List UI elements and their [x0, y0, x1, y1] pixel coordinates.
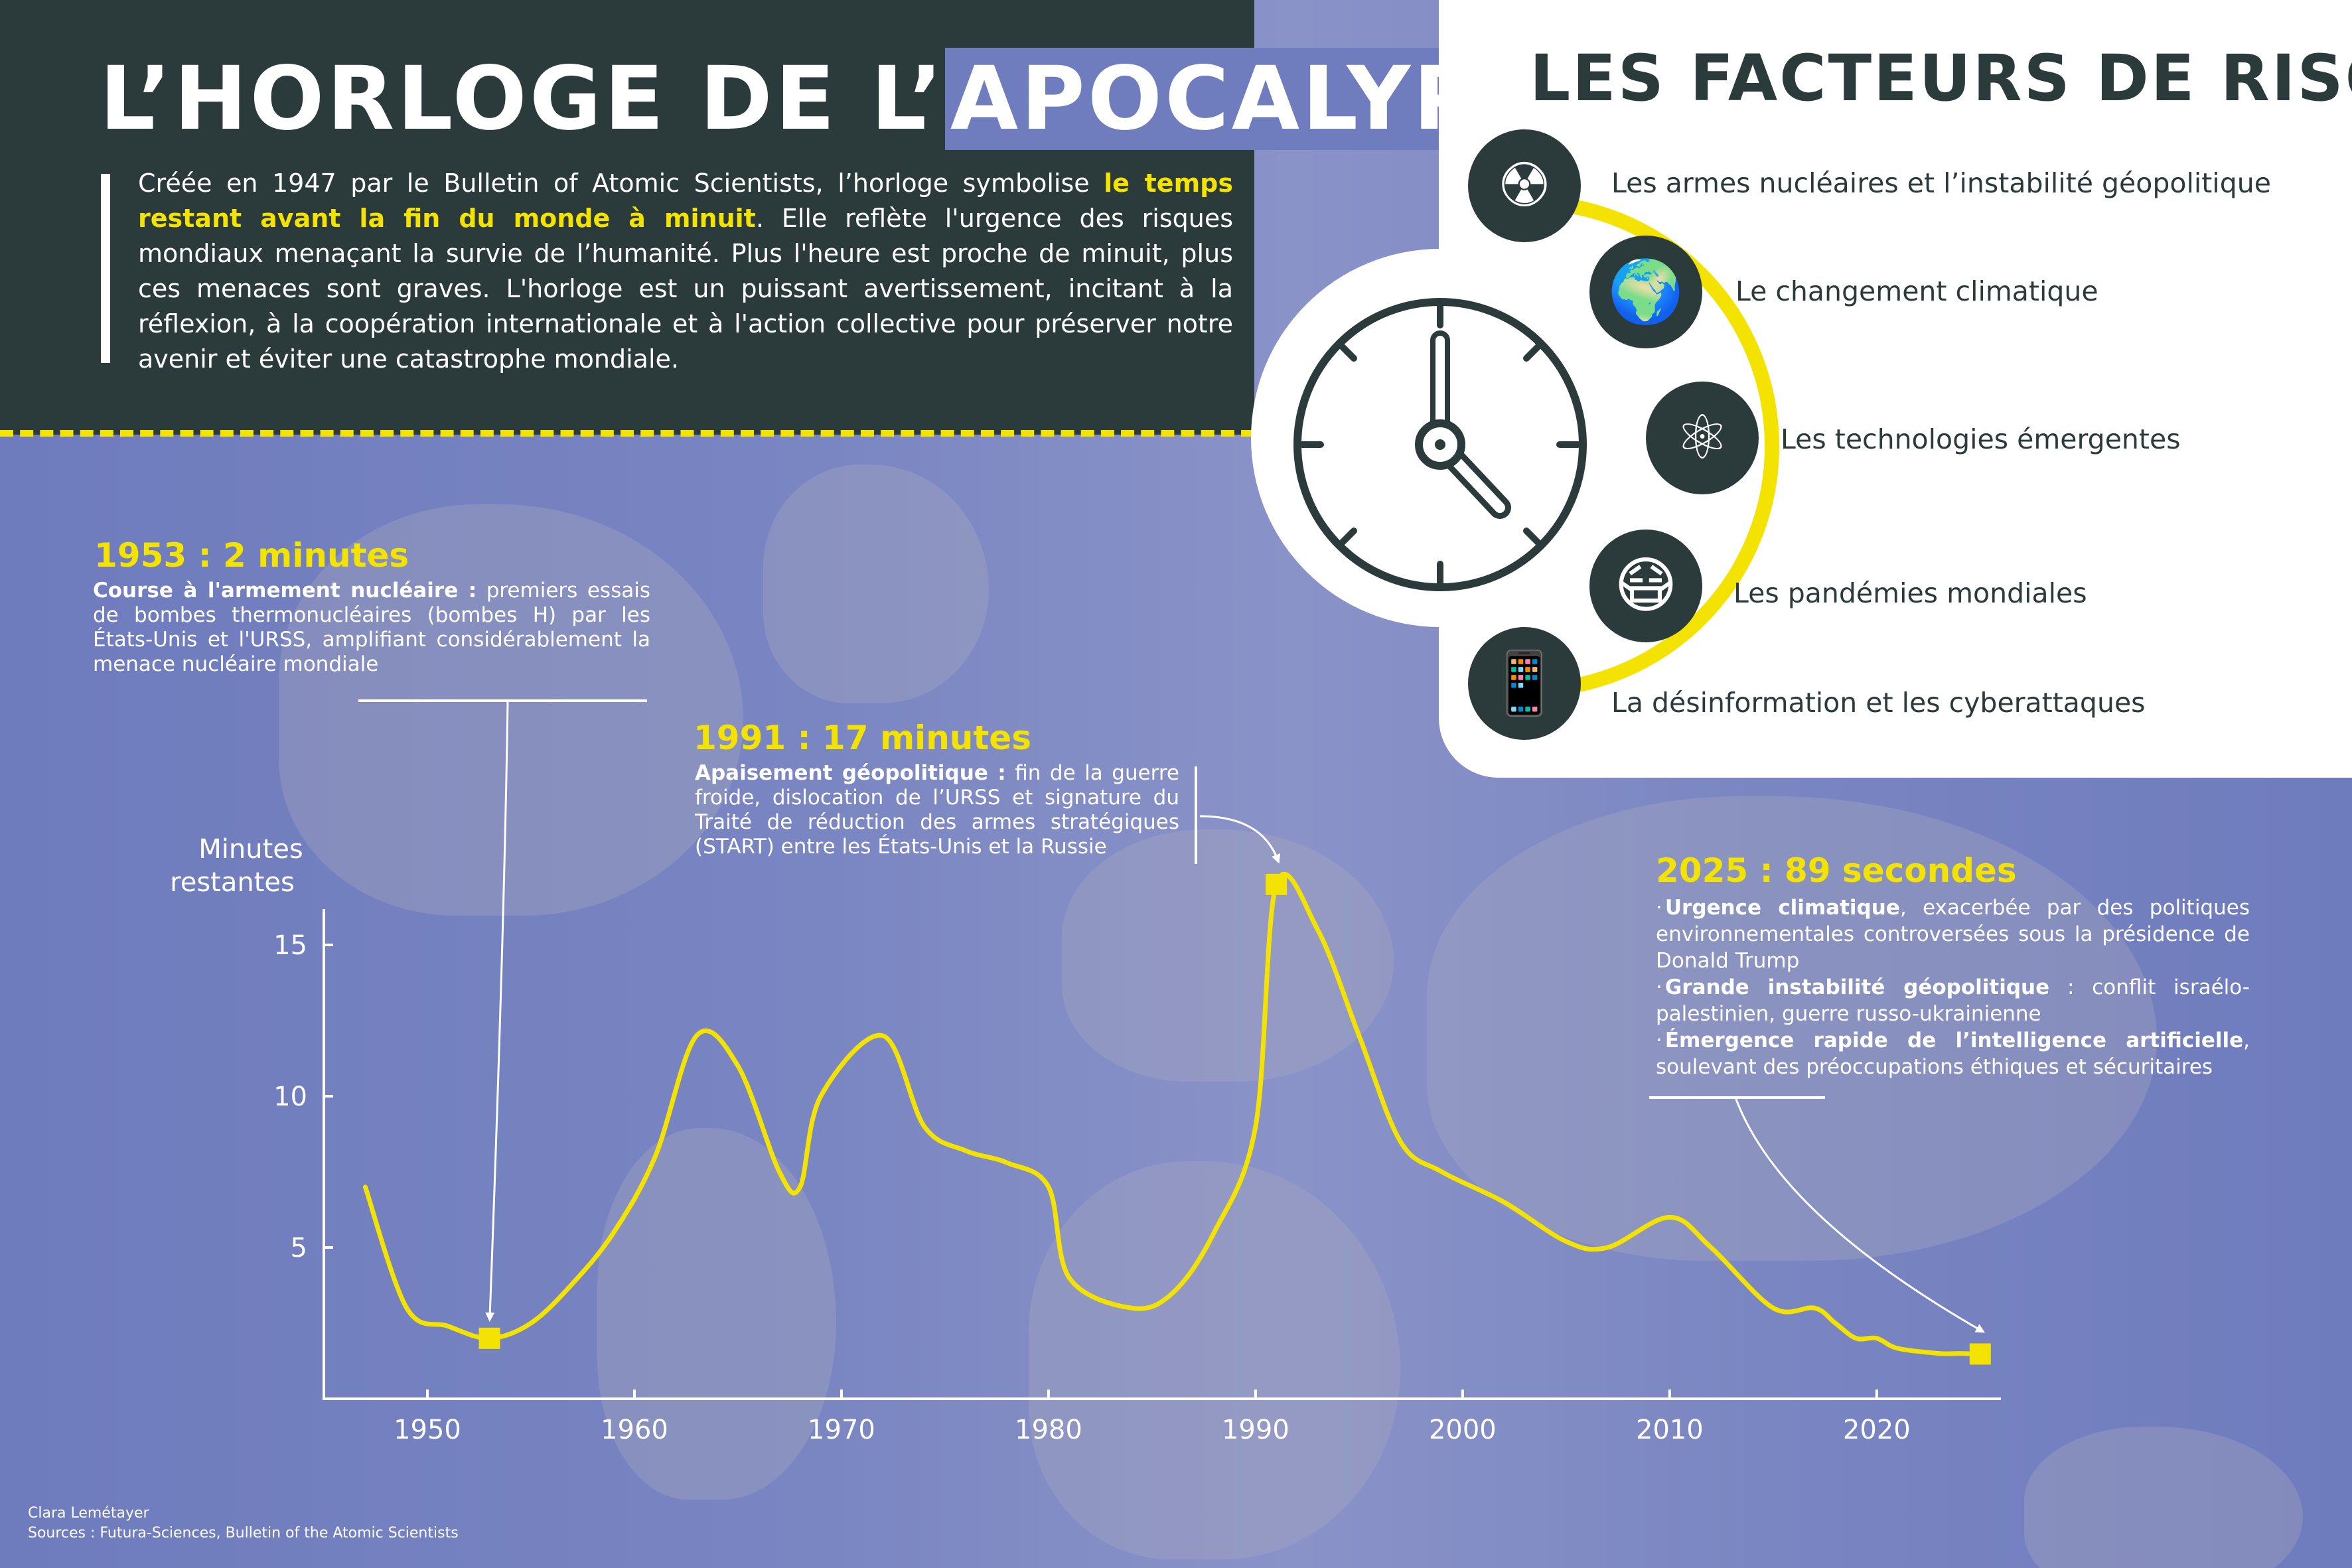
- map-europe: [1062, 829, 1394, 1082]
- x-tick-label: 2010: [1636, 1415, 1704, 1445]
- risk-label-disinformation: La désinformation et les cyberattaques: [1611, 687, 2146, 719]
- annotation-2025-item-text: : conflit israélo-palestinien, guerre ru…: [1656, 975, 2250, 1026]
- x-tick-label: 2020: [1843, 1415, 1911, 1445]
- annotation-2025-list: Urgence climatique, exacerbée par des po…: [1656, 894, 2250, 1080]
- x-tick-label: 1950: [394, 1415, 461, 1445]
- map-north-america: [279, 504, 743, 916]
- annotation-1991-title: 1991 : 17 minutes: [694, 719, 1031, 757]
- annotation-1953-text: Course à l'armement nucléaire : premiers…: [93, 579, 650, 677]
- arrow-2025: [1734, 1097, 1986, 1333]
- x-tick-label: 1990: [1222, 1415, 1289, 1445]
- x-tick-label: 1960: [601, 1415, 668, 1445]
- annotation-1953-bold: Course à l'armement nucléaire :: [93, 579, 477, 603]
- y-tick-label: 10: [273, 1082, 307, 1112]
- melting-globe-icon: 🌍: [1589, 236, 1702, 348]
- annotation-2025-item-text: , soulevant des préoccupations éthiques …: [1656, 1029, 2250, 1079]
- intro-highlight: le temps restant avant la fin du monde à…: [138, 169, 1233, 233]
- arrow-1953: [485, 700, 509, 1322]
- highlight-points: [478, 873, 1991, 1365]
- atom-bulb-icon: ⚛: [1646, 382, 1759, 494]
- risk-label-climate: Le changement climatique: [1735, 275, 2098, 307]
- axis-lines: [323, 909, 2001, 1400]
- intro-accent-bar: [101, 174, 110, 363]
- annotation-1991-bold: Apaisement géopolitique :: [695, 761, 1006, 785]
- highlight-point: [1969, 1343, 1991, 1365]
- annotation-2025-item: Urgence climatique, exacerbée par des po…: [1656, 894, 2250, 974]
- credit-author: Clara Lemétayer: [28, 1505, 149, 1522]
- devices-network-icon: 📱: [1468, 627, 1581, 740]
- title-part1: L’HORLOGE DE L’: [100, 48, 945, 150]
- highlight-point: [478, 1327, 500, 1349]
- risk-label-pandemics: Les pandémies mondiales: [1733, 577, 2087, 609]
- risk-label-nuclear: Les armes nucléaires et l’instabilité gé…: [1611, 167, 2271, 199]
- x-tick-label: 2000: [1429, 1415, 1497, 1445]
- annotation-2025-item: Émergence rapide de l’intelligence artif…: [1656, 1027, 2250, 1080]
- annotation-2025-item-bold: Urgence climatique: [1664, 896, 1900, 920]
- highlight-point: [1266, 873, 1287, 895]
- annotation-2025-item-text: , exacerbée par des politiques environne…: [1656, 896, 2250, 973]
- annotation-1991-text: Apaisement géopolitique : fin de la guer…: [695, 761, 1179, 859]
- y-axis-label-line2: restantes: [170, 867, 295, 898]
- annotation-1953-title: 1953 : 2 minutes: [94, 536, 409, 575]
- annotation-2025-item-bold: Grande instabilité géopolitique: [1664, 975, 2050, 999]
- risk-factors-title: LES FACTEURS DE RISQUE: [1530, 41, 2352, 115]
- map-greenland: [763, 464, 989, 703]
- y-tick-label: 5: [291, 1233, 307, 1263]
- annotation-2025-item-bold: Émergence rapide de l’intelligence artif…: [1664, 1029, 2244, 1052]
- annotation-2025-title: 2025 : 89 secondes: [1656, 851, 2017, 890]
- annotation-1991-body: fin de la guerre froide, dislocation de …: [695, 761, 1180, 859]
- risk-label-technology: Les technologies émergentes: [1781, 423, 2181, 455]
- header-dashed-divider: [0, 430, 1254, 437]
- credit-sources: Sources : Futura-Sciences, Bulletin of t…: [28, 1525, 459, 1541]
- intro-text-2: . Elle reflète l'urgence des risques mon…: [138, 204, 1234, 374]
- radiation-icon: ☢: [1468, 129, 1581, 242]
- x-tick-label: 1970: [808, 1415, 875, 1445]
- chart-axes: [323, 909, 2001, 1400]
- series-line: [362, 871, 1983, 1357]
- face-mask-icon: 😷: [1589, 530, 1702, 642]
- y-axis-label: Minutes: [198, 834, 303, 865]
- y-tick-label: 15: [273, 930, 307, 961]
- annotation-1953-body: premiers essais de bombes thermonucléair…: [93, 579, 650, 676]
- intro-paragraph: Créée en 1947 par le Bulletin of Atomic …: [138, 166, 1233, 377]
- annotation-2025-item: Grande instabilité géopolitique : confli…: [1656, 974, 2250, 1027]
- intro-text-1: Créée en 1947 par le Bulletin of Atomic …: [138, 169, 1104, 198]
- clock-icon: [1293, 298, 1587, 591]
- arrow-1991: [1199, 815, 1281, 864]
- chart-ticks: 1950 1960 1970 1980 1990 2000 2010 2020 5 10 15: [273, 930, 1911, 1445]
- x-tick-label: 1980: [1015, 1415, 1082, 1445]
